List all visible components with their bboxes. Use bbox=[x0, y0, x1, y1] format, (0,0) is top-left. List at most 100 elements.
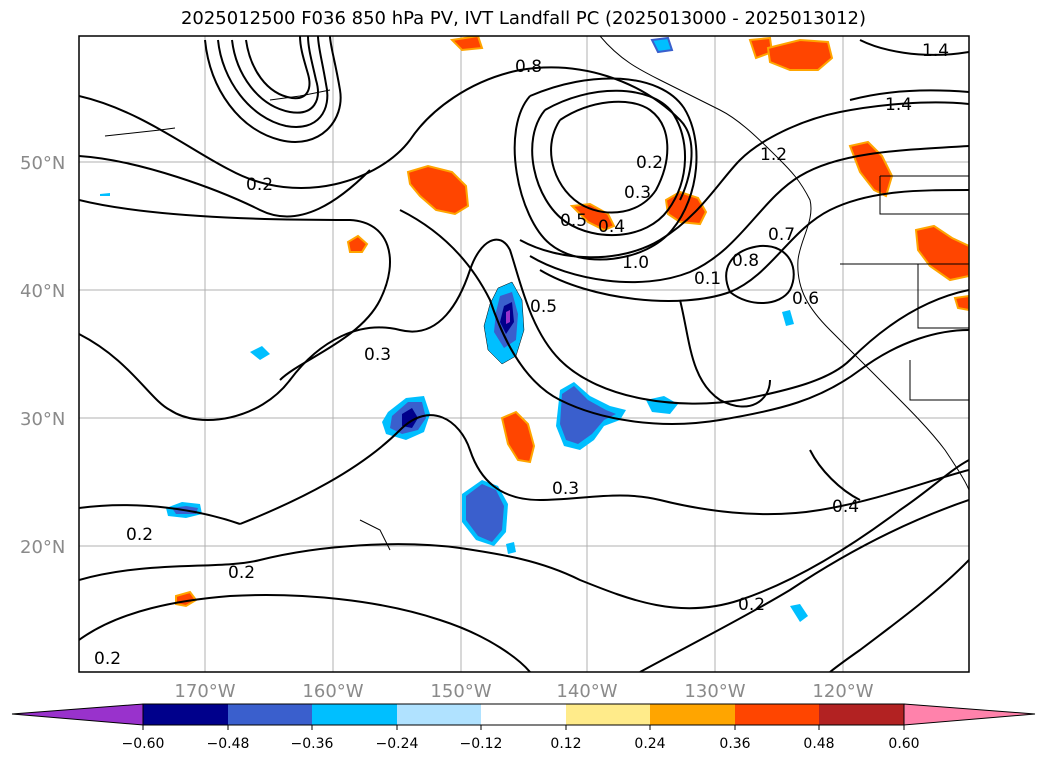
colorbar-tick-label: −0.60 bbox=[122, 736, 165, 752]
colorbar-segment bbox=[566, 704, 650, 725]
contour-label: 0.2 bbox=[738, 595, 765, 615]
colorbar-tick-label: 0.36 bbox=[719, 736, 750, 752]
colorbar-segment bbox=[481, 704, 566, 725]
contour-label: 1.4 bbox=[922, 41, 949, 61]
contour-line bbox=[217, 36, 329, 128]
colorbar-tick-label: −0.24 bbox=[376, 736, 419, 752]
contour-line bbox=[829, 559, 969, 672]
contour-line bbox=[79, 459, 969, 610]
colorbar-tick-label: 0.24 bbox=[634, 736, 665, 752]
contour-label: 0.3 bbox=[364, 345, 391, 365]
coastline bbox=[917, 264, 969, 329]
contour-labels: 0.8 1.4 0.2 0.2 0.3 1.0 0.5 0.4 1.2 1.4 … bbox=[94, 41, 949, 669]
pv-negative-patch bbox=[506, 542, 516, 554]
pv-positive-patch bbox=[449, 36, 484, 52]
contour-line bbox=[79, 504, 241, 525]
contour-line bbox=[513, 77, 698, 261]
colorbar-tick-label: −0.12 bbox=[460, 736, 503, 752]
contour-line bbox=[79, 66, 693, 201]
positive-pv-patches bbox=[175, 36, 969, 608]
pv-negative-patch bbox=[506, 310, 510, 324]
contour-label: 0.2 bbox=[636, 153, 663, 173]
contour-line bbox=[809, 449, 861, 501]
contour-label: 1.4 bbox=[885, 95, 912, 115]
pv-positive-patch bbox=[766, 38, 834, 71]
colorbar-segment bbox=[228, 704, 312, 725]
colorbar-segment bbox=[650, 704, 735, 725]
pv-positive-patch bbox=[346, 234, 369, 253]
colorbar: −0.60 −0.48 −0.36 −0.24 −0.12 0.12 0.24 … bbox=[11, 703, 1036, 752]
colorbar-segment bbox=[143, 704, 228, 725]
pv-positive-patch bbox=[500, 410, 536, 464]
contour-label: 0.6 bbox=[792, 289, 819, 309]
contour-label: 0.4 bbox=[832, 497, 859, 517]
contour-label: 0.8 bbox=[515, 57, 542, 77]
colorbar-tick-label: 0.48 bbox=[803, 736, 834, 752]
contour-label: 0.1 bbox=[694, 269, 721, 289]
contour-line bbox=[859, 39, 969, 56]
map-title: 2025012500 F036 850 hPa PV, IVT Landfall… bbox=[180, 8, 867, 29]
contour-line bbox=[531, 89, 687, 237]
contour-line bbox=[79, 199, 391, 381]
colorbar-segment bbox=[312, 704, 397, 725]
map-border bbox=[78, 35, 970, 673]
contour-line bbox=[529, 145, 969, 284]
pv-negative-patch bbox=[782, 310, 794, 326]
contour-line bbox=[79, 594, 531, 672]
pv-negative-patch bbox=[100, 193, 110, 196]
pv-negative-patch bbox=[250, 346, 270, 360]
longitude-labels: 170°W 160°W 150°W 140°W 130°W 120°W bbox=[174, 681, 873, 702]
contour-line bbox=[519, 101, 969, 259]
colorbar-segment bbox=[735, 704, 819, 725]
pv-positive-patch bbox=[569, 202, 616, 232]
contour-line bbox=[550, 100, 669, 214]
colorbar-segment bbox=[819, 704, 904, 725]
contour-line bbox=[725, 244, 795, 305]
map-area bbox=[79, 36, 969, 672]
colorbar-segment bbox=[397, 704, 481, 725]
contour-label: 0.2 bbox=[94, 649, 121, 669]
pv-positive-patch bbox=[953, 294, 969, 312]
pv-negative-patch bbox=[650, 36, 674, 54]
contour-label: 0.4 bbox=[598, 217, 625, 237]
contour-label: 0.2 bbox=[126, 525, 153, 545]
contour-label: 0.5 bbox=[560, 211, 587, 231]
contour-label: 0.7 bbox=[768, 225, 795, 245]
contour-line bbox=[679, 299, 771, 408]
contour-line bbox=[399, 209, 969, 425]
colorbar-ticks bbox=[142, 725, 905, 730]
lon-label: 150°W bbox=[430, 681, 491, 702]
ivt-contours bbox=[79, 36, 969, 672]
contour-label: 0.3 bbox=[552, 479, 579, 499]
gridlines bbox=[79, 36, 969, 672]
lon-label: 120°W bbox=[812, 681, 873, 702]
coastlines bbox=[104, 36, 969, 551]
lon-label: 160°W bbox=[302, 681, 363, 702]
colorbar-tick-label: −0.36 bbox=[291, 736, 334, 752]
colorbar-tick-label: −0.48 bbox=[207, 736, 250, 752]
coastline bbox=[359, 519, 391, 551]
coastline bbox=[269, 89, 331, 101]
contour-label: 1.2 bbox=[760, 145, 787, 165]
lon-label: 140°W bbox=[556, 681, 617, 702]
pv-positive-patch bbox=[406, 164, 470, 216]
contour-line bbox=[79, 155, 371, 218]
contour-line bbox=[79, 238, 969, 421]
lat-label: 20°N bbox=[20, 537, 65, 558]
colorbar-tick-label: 0.60 bbox=[888, 736, 919, 752]
contour-line bbox=[849, 89, 969, 101]
lon-label: 130°W bbox=[684, 681, 745, 702]
colorbar-frame bbox=[142, 703, 905, 726]
lat-label: 40°N bbox=[20, 281, 65, 302]
contour-line bbox=[639, 499, 969, 672]
contour-label: 0.5 bbox=[530, 297, 557, 317]
coastline bbox=[599, 36, 969, 491]
coastline bbox=[879, 176, 969, 215]
contour-line bbox=[204, 36, 342, 143]
contour-label: 0.8 bbox=[732, 251, 759, 271]
pv-negative-patch bbox=[560, 386, 616, 444]
pv-negative-patch bbox=[466, 484, 504, 542]
colorbar-arrow-right bbox=[903, 703, 1036, 726]
pv-positive-patch bbox=[914, 224, 969, 282]
